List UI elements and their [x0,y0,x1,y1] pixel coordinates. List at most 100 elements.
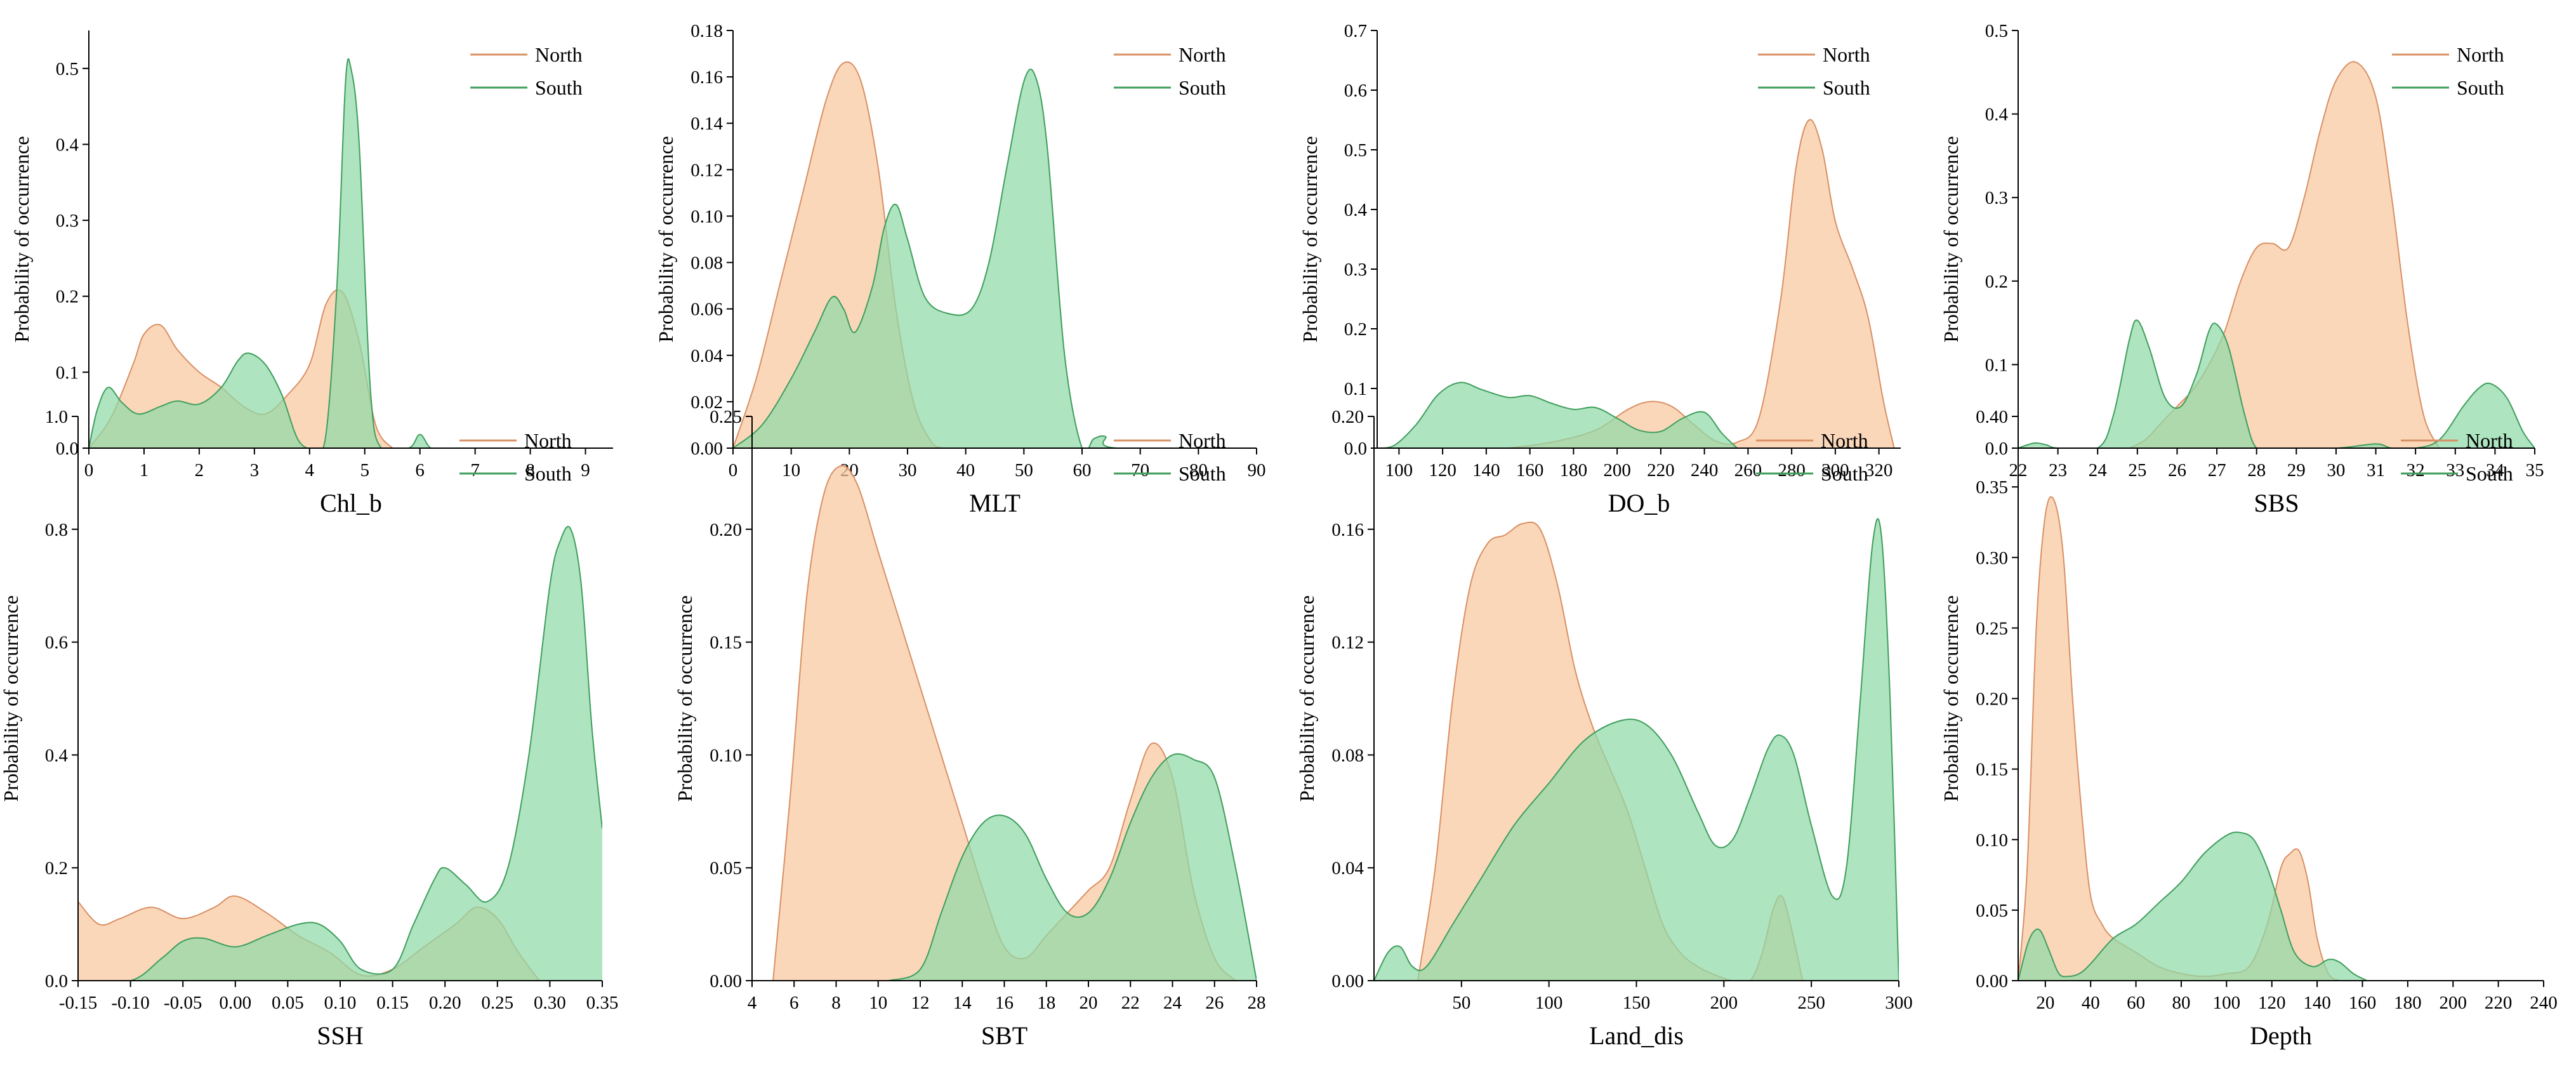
y-tick-label: 0.05 [1976,901,2008,921]
legend-label-north: North [2457,43,2504,66]
y-tick-label: 0.3 [56,211,79,231]
x-axis-title: Chl_b [320,489,382,517]
x-axis-title: Depth [2250,1021,2312,1050]
legend-label-north: North [1179,43,1226,66]
x-tick-label: 8 [525,460,535,480]
x-tick-label: 10 [782,460,800,480]
y-tick-label: 0.15 [1976,760,2008,780]
legend-label-north: North [1179,429,1226,452]
series-area-south [2018,320,2535,448]
x-tick-label: 40 [956,460,975,480]
y-tick-label: 0.5 [1344,140,1367,161]
x-tick-label: 29 [2287,460,2306,480]
y-tick-label: 0.25 [1976,618,2008,639]
legend: North South [1114,43,1226,99]
chart-panel-depth: 20 40 60 80 100 120 140 160 180 200 220 240 0.00 0.05… [1939,407,2558,1050]
y-tick-label: 0.40 [1976,407,2008,427]
x-axis-title: SSH [317,1021,363,1050]
legend: North South [1114,429,1226,485]
x-tick-label: 4 [305,460,315,480]
legend-label-north: North [524,429,572,452]
legend: North South [2392,43,2504,99]
y-tick-label: 0.00 [1976,971,2008,991]
x-axis-title: SBT [981,1021,1027,1050]
x-tick-label: 4 [748,993,757,1013]
series-group [772,465,1257,981]
x-tick-label: 220 [1647,460,1675,480]
x-tick-label: 30 [2327,460,2345,480]
y-tick-label: 0.06 [690,300,723,320]
x-tick-label: 10 [869,993,887,1013]
x-tick-label: -0.15 [59,993,97,1013]
x-tick-label: 27 [2208,460,2226,480]
y-tick-label: 0.10 [1976,830,2008,851]
legend-label-south: South [1821,462,1868,485]
x-tick-label: 0.25 [481,993,513,1013]
x-axis-title: SBS [2254,489,2299,517]
y-tick-label: 0.04 [690,346,723,366]
y-tick-label: 0.0 [1985,439,2008,459]
x-tick-label: 200 [1603,460,1631,480]
x-tick-label: 3 [250,460,260,480]
legend-label-south: South [535,76,583,99]
legend-label-north: North [2466,429,2513,452]
x-tick-label: 14 [953,993,972,1013]
x-axis-title: Land_dis [1589,1021,1684,1050]
y-tick-label: 0.10 [690,206,723,227]
x-tick-label: 150 [1623,993,1651,1013]
y-tick-label: 0.10 [710,745,742,765]
x-tick-label: -0.10 [111,993,149,1013]
legend-label-south: South [2466,462,2513,485]
x-tick-label: 0.00 [219,993,251,1013]
x-tick-label: 100 [1535,993,1563,1013]
series-area-south [78,526,602,981]
x-tick-label: 50 [1015,460,1033,480]
y-tick-label: 0.7 [1344,21,1367,41]
series-line-south [1374,518,1899,981]
x-tick-label: 34 [2486,460,2505,480]
y-tick-label: 0.5 [1985,21,2008,41]
x-tick-label: 40 [2082,993,2100,1013]
y-axis-title: Probability of occurrence [0,595,22,802]
x-tick-label: 60 [2127,993,2145,1013]
y-axis-title: Probability of occurrence [1298,136,1321,342]
x-tick-label: 180 [1560,460,1588,480]
x-tick-label: 0.35 [586,993,619,1013]
x-tick-label: 2 [195,460,204,480]
x-tick-label: 7 [470,460,480,480]
y-tick-label: 0.20 [1331,407,1364,427]
y-tick-label: 0.6 [1344,81,1367,101]
y-axis-title: Probability of occurrence [1939,136,1962,342]
series-line-south [78,526,602,981]
y-tick-label: 0.12 [1331,633,1364,653]
y-tick-label: 0.08 [690,253,723,274]
x-tick-label: 0 [84,460,94,480]
y-tick-label: 0.00 [1331,971,1364,991]
y-tick-label: 0.0 [1344,439,1367,459]
y-tick-label: 0.1 [1344,379,1367,399]
y-tick-label: 0.12 [690,160,723,180]
series-area-north [2018,496,2340,981]
x-tick-label: 70 [1131,460,1149,480]
x-tick-label: 300 [1821,460,1849,480]
legend-label-north: North [535,43,583,66]
series-area-south [888,753,1257,981]
x-tick-label: 200 [1710,993,1738,1013]
y-tick-label: 0.20 [1976,689,2008,710]
y-tick-label: 0.30 [1976,548,2008,568]
x-tick-label: 30 [899,460,917,480]
x-tick-label: 33 [2446,460,2464,480]
x-tick-label: 22 [1121,993,1140,1013]
y-axis-title: Probability of occurrence [1295,595,1318,802]
series-area-south [2018,832,2367,981]
y-tick-label: 0.0 [45,971,68,991]
series-group [2018,61,2535,448]
chart-panel-sbs: 22 23 24 25 26 27 28 29 30 31 32 33 34 350.00.10.20.3… [1939,21,2544,517]
y-tick-label: 0.2 [1985,272,2008,292]
series-group [1374,518,1899,981]
y-tick-label: 0.1 [56,362,79,383]
x-tick-label: 320 [1865,460,1893,480]
chart-panel-sbt: 4 6 8 10 12 14 16 18 20 22 24 26 28 0.00 0.05 0.10 0.15 0… [673,407,1266,1050]
legend-label-south: South [1179,76,1226,99]
x-tick-label: 250 [1797,993,1825,1013]
